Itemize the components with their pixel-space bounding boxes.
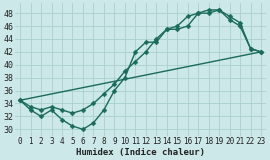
X-axis label: Humidex (Indice chaleur): Humidex (Indice chaleur) bbox=[76, 148, 205, 156]
